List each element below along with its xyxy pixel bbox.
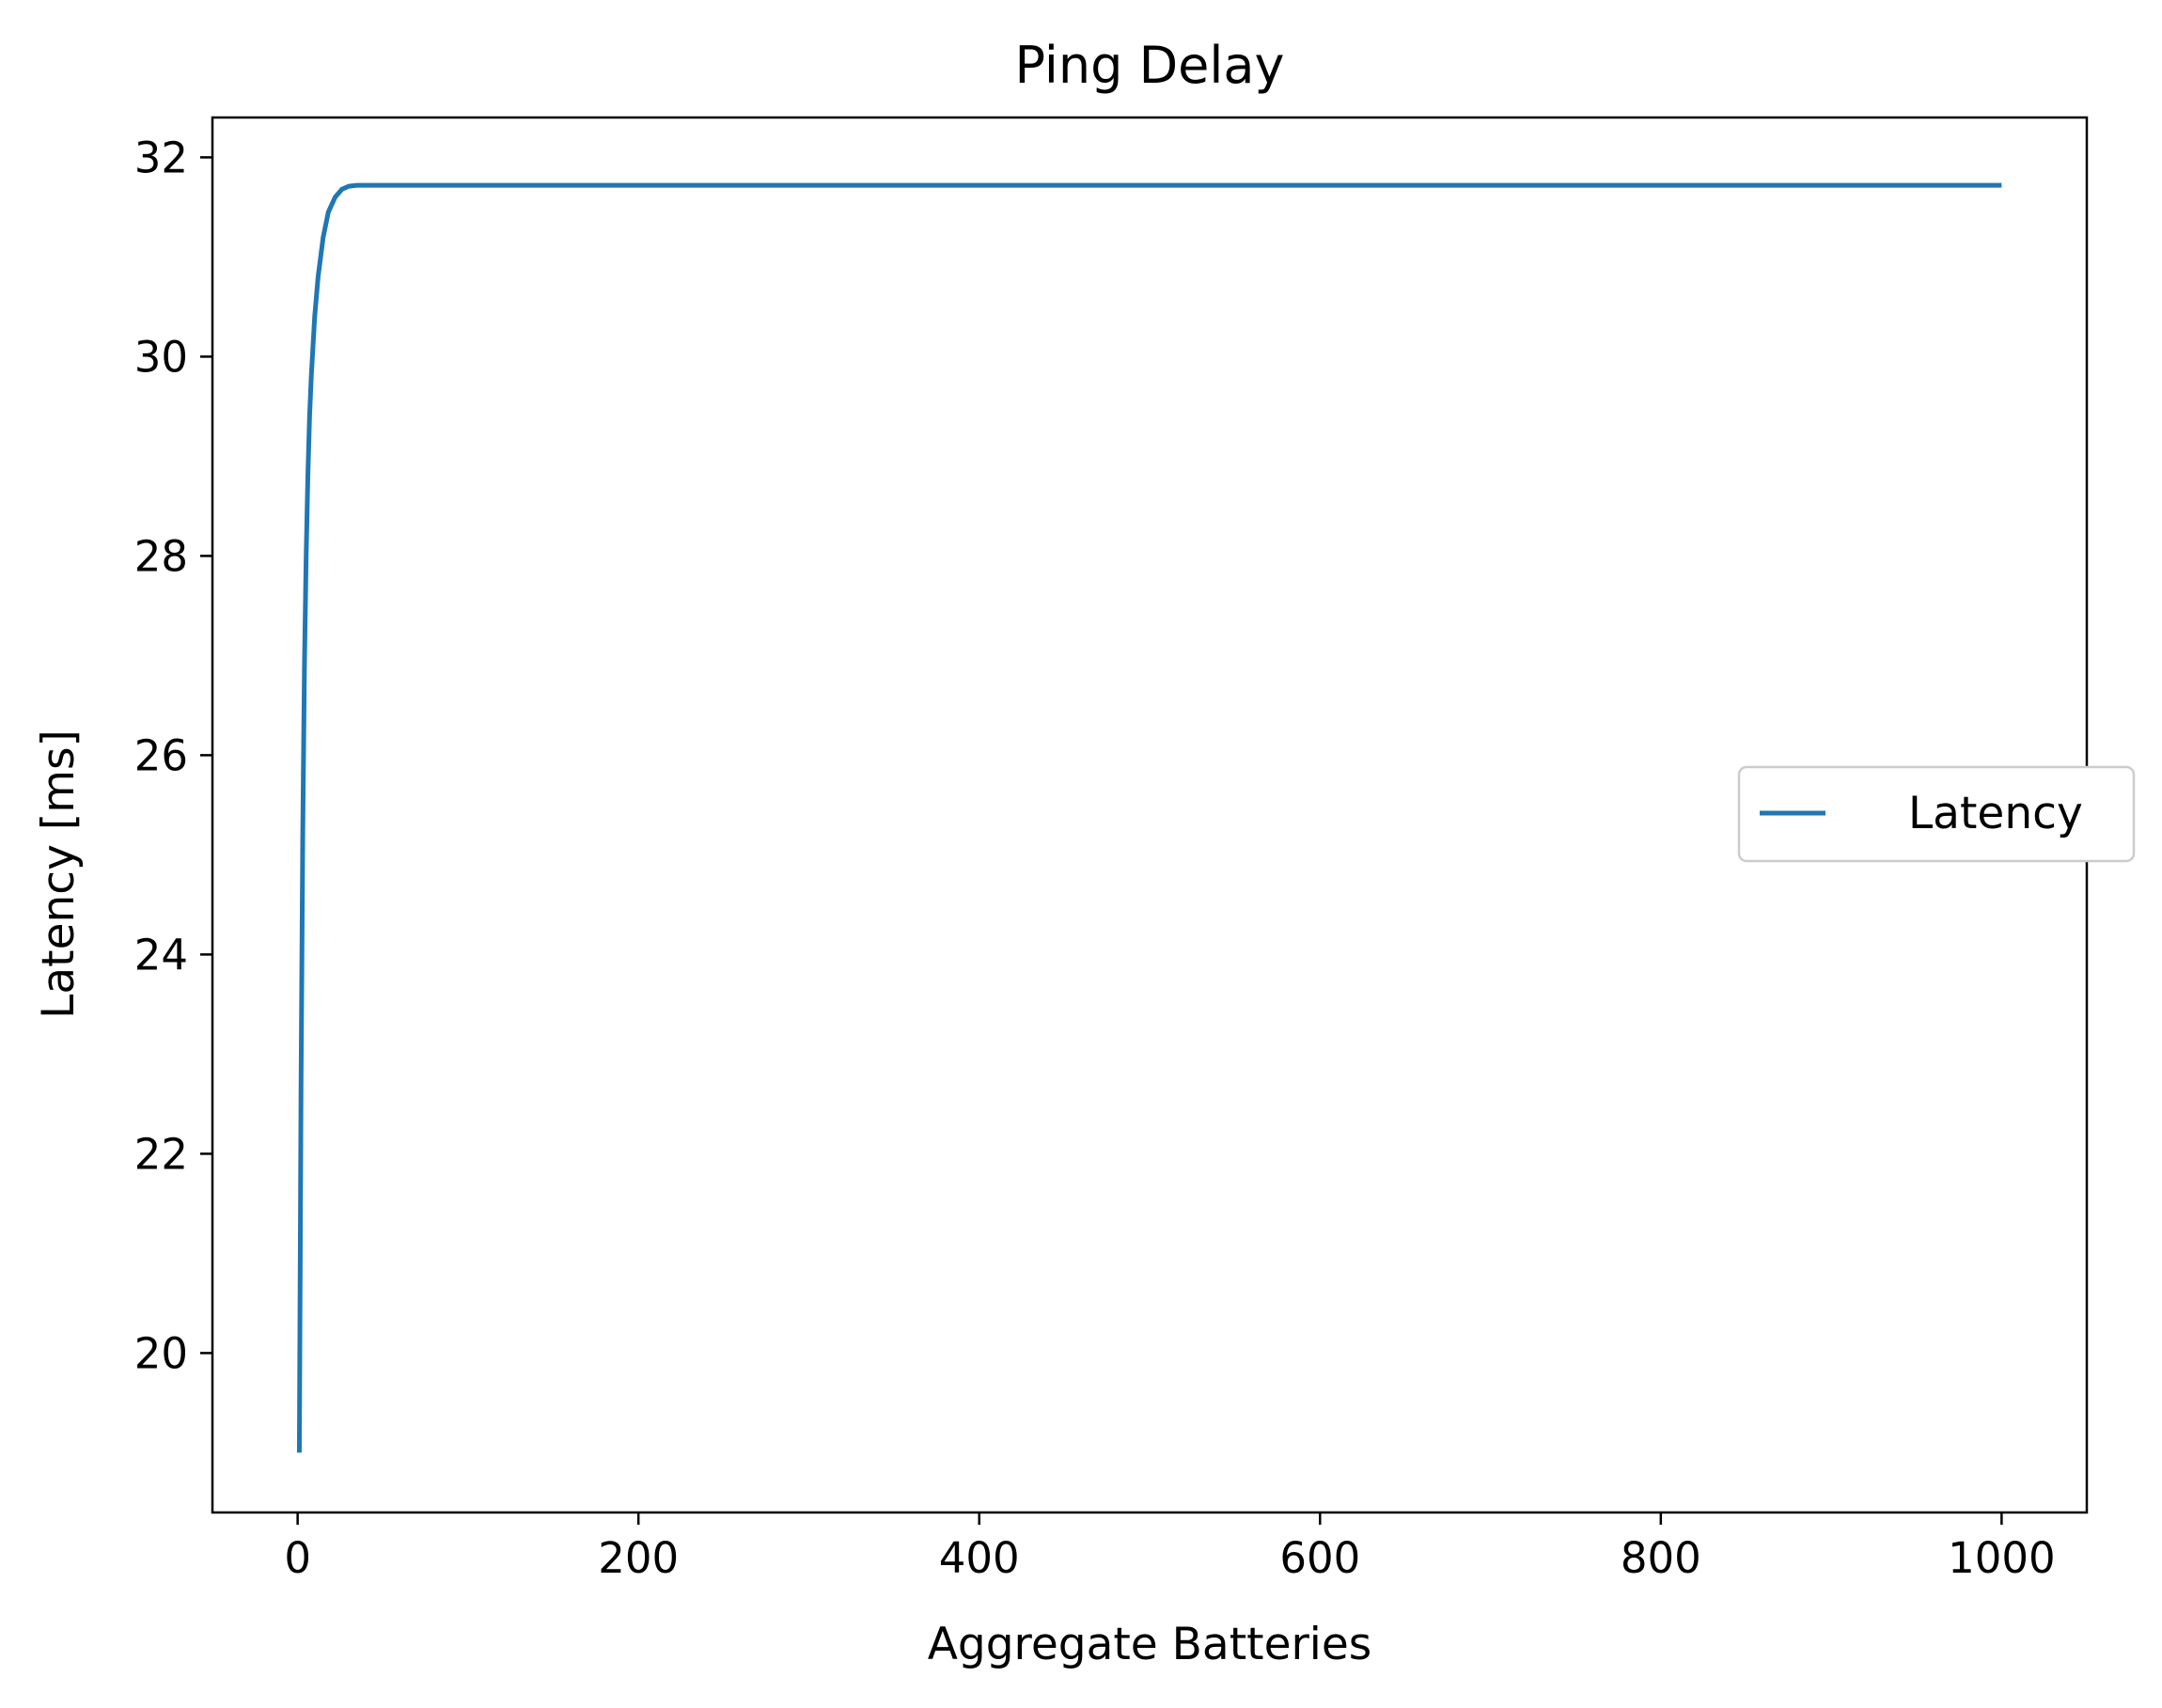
x-tick-label: 1000: [1948, 1533, 2056, 1583]
chart-title: Ping Delay: [1015, 36, 1285, 95]
legend-label-latency: Latency: [1908, 788, 2083, 839]
y-axis-label: Latency [ms]: [33, 729, 85, 1019]
x-tick-label: 200: [598, 1533, 679, 1583]
y-tick-label: 20: [134, 1328, 188, 1378]
x-tick-label: 800: [1621, 1533, 1701, 1583]
y-tick-label: 32: [134, 133, 188, 182]
ticks-layer: 0 200 400 600 800 1000 20 22 24 26 28 30 32: [134, 133, 2056, 1583]
y-tick-label: 26: [134, 730, 188, 780]
y-tick-label: 30: [134, 332, 188, 382]
x-tick-label: 0: [284, 1533, 311, 1583]
x-tick-label: 600: [1279, 1533, 1360, 1583]
x-axis-label: Aggregate Batteries: [928, 1619, 1372, 1670]
y-tick-label: 22: [134, 1129, 188, 1179]
x-tick-label: 400: [939, 1533, 1020, 1583]
legend-box: [1737, 765, 2136, 863]
series-line-latency: [296, 182, 2002, 1453]
y-tick-label: 28: [134, 531, 188, 581]
series-layer: [296, 182, 2002, 1453]
legend: Latency: [1737, 765, 2136, 863]
y-tick-label: 24: [134, 930, 188, 979]
